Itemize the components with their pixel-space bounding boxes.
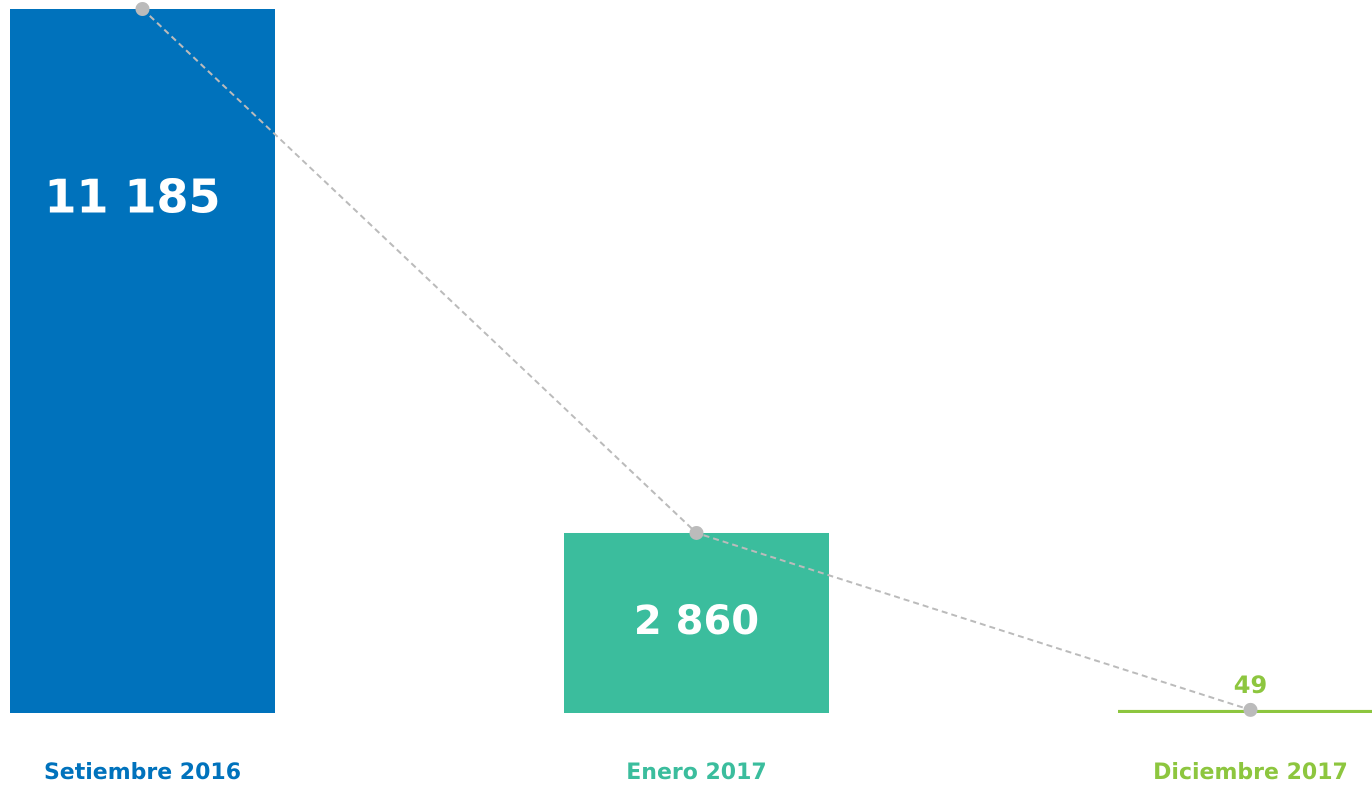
bar (10, 9, 275, 713)
value-label: 2 860 (634, 598, 759, 644)
trend-point (1243, 702, 1258, 717)
x-tick-label: Enero 2017 (626, 760, 766, 785)
trend-point (135, 2, 150, 16)
x-tick-label: Setiembre 2016 (44, 760, 241, 785)
trend-point (689, 525, 704, 540)
value-label: 49 (1234, 671, 1267, 699)
value-label: 11 185 (44, 170, 220, 224)
bar (564, 532, 829, 713)
x-tick-label: Diciembre 2017 (1153, 760, 1348, 785)
